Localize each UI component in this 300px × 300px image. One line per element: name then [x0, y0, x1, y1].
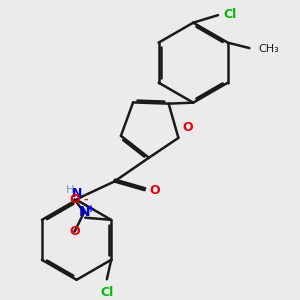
Text: O: O	[69, 225, 80, 238]
Text: H: H	[66, 185, 74, 195]
Text: +: +	[87, 204, 95, 214]
Text: CH₃: CH₃	[258, 44, 279, 54]
Text: N: N	[72, 187, 82, 200]
Text: Cl: Cl	[100, 286, 113, 299]
Text: O: O	[183, 121, 194, 134]
Text: O: O	[149, 184, 160, 196]
Text: -: -	[83, 194, 88, 204]
Text: N: N	[78, 205, 90, 219]
Text: Cl: Cl	[224, 8, 237, 20]
Text: O: O	[69, 193, 80, 206]
